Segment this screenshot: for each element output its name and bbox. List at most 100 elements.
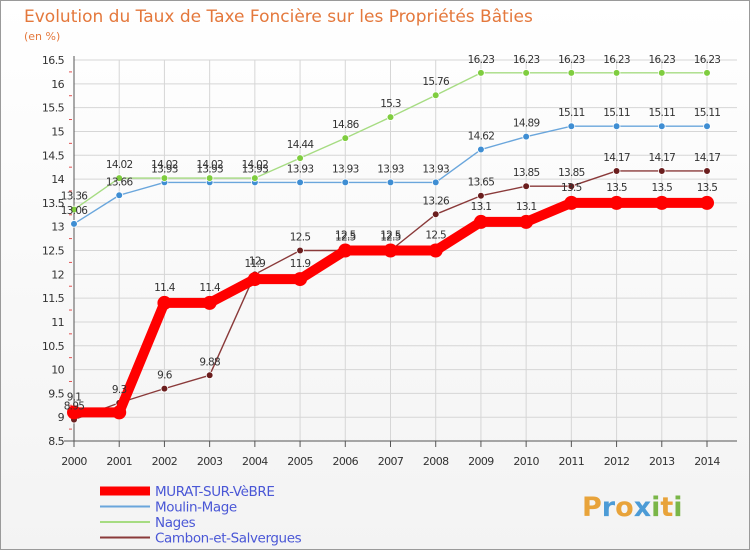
y-tick-label: 11 <box>51 316 64 329</box>
data-label: 13.1 <box>516 201 537 213</box>
logo-letter: o <box>615 492 634 523</box>
data-label: 12 <box>249 255 261 267</box>
data-label: 16.23 <box>513 54 540 66</box>
x-tick-label: 2011 <box>559 455 585 468</box>
x-tick-label: 2012 <box>604 455 630 468</box>
data-label: 11.9 <box>290 258 311 270</box>
x-tick-label: 2013 <box>649 455 675 468</box>
legend-label: Nages <box>155 515 196 531</box>
series-point-1 <box>657 122 666 130</box>
data-label: 13.65 <box>468 177 495 189</box>
y-tick-label: 12 <box>51 268 64 281</box>
y-tick-label: 15.5 <box>42 102 65 115</box>
series-point-0 <box>293 272 308 287</box>
data-label: 13.93 <box>332 163 359 175</box>
data-label: 9.6 <box>157 370 173 382</box>
series-point-2 <box>160 174 169 182</box>
data-label: 13.26 <box>422 195 450 207</box>
data-label: 16.23 <box>694 54 721 66</box>
series-point-0 <box>338 243 353 258</box>
series-point-0 <box>383 243 398 258</box>
data-label: 14.02 <box>151 159 178 171</box>
data-label: 13.5 <box>697 182 718 194</box>
series-point-0 <box>654 195 669 210</box>
y-tick-label: 9 <box>58 411 65 424</box>
series-point-0 <box>67 405 81 420</box>
data-label: 14.17 <box>649 152 676 164</box>
data-label: 15.11 <box>558 107 585 119</box>
x-tick-label: 2004 <box>242 455 268 468</box>
series-point-1 <box>70 220 78 228</box>
data-label: 14.86 <box>332 119 360 131</box>
legend-label: Moulin-Mage <box>155 500 237 516</box>
y-tick-label: 16 <box>51 78 64 91</box>
logo-letter: i <box>673 492 682 523</box>
series-point-3 <box>657 167 666 175</box>
series-point-0 <box>700 195 714 210</box>
series-point-3 <box>612 167 621 175</box>
series-point-0 <box>609 195 624 210</box>
x-tick-label: 2002 <box>152 455 178 468</box>
series-point-1 <box>431 178 440 187</box>
series-point-3 <box>296 246 304 255</box>
series-point-2 <box>70 205 78 214</box>
x-tick-label: 2003 <box>197 455 223 468</box>
series-point-2 <box>477 69 485 77</box>
y-tick-label: 13 <box>51 221 64 234</box>
series-point-2 <box>612 69 621 77</box>
data-label: 14.89 <box>513 118 540 130</box>
series-point-1 <box>522 132 530 141</box>
chart-title: Evolution du Taux de Taxe Foncière sur l… <box>24 7 533 27</box>
series-point-1 <box>567 122 576 130</box>
data-label: 13.93 <box>242 163 269 175</box>
y-tick-label: 14.5 <box>42 149 65 162</box>
series-point-2 <box>296 154 304 162</box>
series-point-1 <box>477 145 485 154</box>
data-label: 15.11 <box>694 107 721 119</box>
data-label: 12.5 <box>380 230 401 242</box>
series-point-3 <box>522 182 530 191</box>
data-label: 11.9 <box>245 258 266 270</box>
data-label: 16.23 <box>558 54 585 66</box>
x-tick-label: 2005 <box>287 455 313 468</box>
series-point-0 <box>473 214 488 229</box>
data-label: 13.5 <box>651 182 672 194</box>
data-label: 14.02 <box>106 159 133 171</box>
series-point-1 <box>296 178 304 187</box>
data-label: 13.5 <box>606 182 627 194</box>
x-tick-label: 2006 <box>332 455 358 468</box>
logo-letter: i <box>651 492 660 523</box>
series-point-1 <box>703 122 711 130</box>
data-label: 11.4 <box>154 282 176 294</box>
data-label: 15.11 <box>649 107 676 119</box>
data-label: 13.06 <box>61 205 89 217</box>
series-point-2 <box>703 69 711 77</box>
series-point-2 <box>522 69 530 77</box>
y-tick-label: 9.5 <box>48 387 64 400</box>
series-point-2 <box>205 174 214 182</box>
series-point-0 <box>157 295 172 310</box>
data-label: 9.88 <box>199 356 220 368</box>
series-point-2 <box>431 91 440 100</box>
logo-letter: t <box>660 492 673 523</box>
legend: MURAT-SUR-VèBREMoulin-MageNagesCambon-et… <box>100 484 302 547</box>
data-label: 14.17 <box>603 152 630 164</box>
series-point-0 <box>202 295 217 310</box>
data-label: 13.85 <box>558 167 585 179</box>
y-tick-label: 14 <box>51 173 64 186</box>
series-point-3 <box>431 210 440 219</box>
data-labels: 13.06 13.66 13.93 13.93 13.93 13.93 13.93 13.93… <box>61 54 721 413</box>
x-tick-label: 2010 <box>513 455 539 468</box>
y-tick-label: 15 <box>51 125 64 138</box>
series-point-2 <box>657 69 666 77</box>
series-point-3 <box>703 167 711 175</box>
logo-letter: P <box>582 492 602 523</box>
data-label: 14.44 <box>287 139 315 151</box>
y-tick-label: 10.5 <box>42 340 65 353</box>
data-label: 13.93 <box>377 163 404 175</box>
series-point-3 <box>477 191 485 200</box>
data-label: 15.3 <box>380 98 401 110</box>
legend-label: Cambon-et-Salvergues <box>155 531 302 547</box>
data-label: 14.02 <box>242 159 269 171</box>
